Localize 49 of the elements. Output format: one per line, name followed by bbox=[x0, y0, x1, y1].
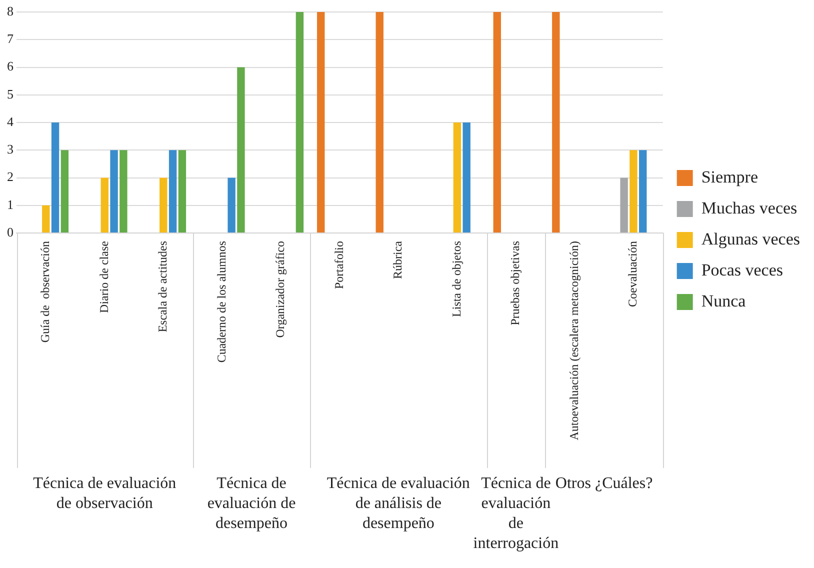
bar bbox=[51, 122, 60, 232]
bar bbox=[493, 12, 501, 232]
x-tick-label: Escala de actitudes bbox=[156, 240, 170, 332]
y-tick-label: 3 bbox=[7, 142, 14, 157]
y-tick-label: 0 bbox=[7, 224, 14, 240]
bar bbox=[228, 178, 236, 232]
text: Técnica de evaluación de observación bbox=[33, 475, 176, 512]
y-tick-label: 2 bbox=[7, 169, 14, 184]
legend-label: Siempre bbox=[701, 167, 758, 186]
x-tick-label: Cuaderno de los alumnos bbox=[214, 240, 228, 363]
text: Técnica de evaluación de desempeño bbox=[207, 475, 296, 532]
x-tick-label: Autoevaluación (escalera metacognición) bbox=[566, 241, 581, 440]
bar bbox=[317, 12, 325, 232]
legend-label: Muchas veces bbox=[701, 198, 798, 218]
x-tick-label: Pruebas objetivas bbox=[508, 240, 522, 326]
bar bbox=[620, 178, 628, 232]
x-tick-label: Diario de clase bbox=[96, 241, 111, 313]
x-tick-label: Lista de objetos bbox=[449, 240, 464, 317]
legend-label: Nunca bbox=[701, 291, 746, 310]
bar bbox=[630, 150, 638, 232]
y-tick-label: 7 bbox=[7, 31, 14, 46]
bar bbox=[639, 150, 647, 232]
bar bbox=[178, 150, 186, 232]
bar bbox=[462, 122, 470, 232]
bar bbox=[160, 178, 168, 232]
bar bbox=[100, 178, 108, 232]
bar bbox=[120, 150, 128, 232]
bar bbox=[552, 12, 560, 232]
legend-label: Pocas veces bbox=[701, 260, 784, 280]
x-tick-label: Rúbrica bbox=[390, 240, 405, 279]
bar bbox=[110, 150, 118, 232]
x-tick-label: Organizador gráfico bbox=[273, 241, 288, 338]
bar bbox=[453, 122, 462, 232]
x-tick-label: Coevaluación bbox=[626, 241, 640, 307]
x-tick-label: Guía de observación bbox=[38, 241, 52, 343]
y-tick-label: 8 bbox=[7, 3, 14, 18]
bar bbox=[42, 205, 50, 232]
bar bbox=[237, 67, 245, 232]
bar bbox=[296, 12, 304, 232]
text: Técnica de evaluación de análisis de desempeño bbox=[326, 475, 470, 532]
bar bbox=[168, 150, 177, 232]
y-tick-label: 5 bbox=[7, 86, 14, 102]
y-tick-label: 6 bbox=[7, 58, 14, 74]
bar bbox=[376, 12, 384, 232]
y-tick-label: 1 bbox=[7, 196, 14, 212]
legend-label: Algunas veces bbox=[701, 229, 800, 248]
x-tick-label: Portafolio bbox=[332, 241, 346, 289]
bar bbox=[60, 150, 69, 232]
y-tick-label: 4 bbox=[7, 114, 14, 129]
